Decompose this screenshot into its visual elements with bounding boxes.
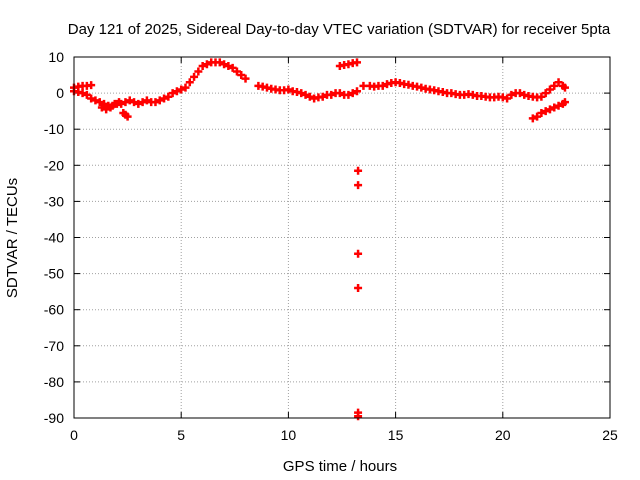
- data-point: [134, 99, 143, 108]
- data-point: [172, 87, 181, 96]
- data-point: [318, 92, 327, 101]
- data-point: [554, 101, 563, 110]
- data-point: [177, 85, 186, 94]
- data-point: [515, 89, 524, 98]
- data-point: [142, 96, 151, 105]
- data-point: [541, 89, 550, 98]
- chart-title: Day 121 of 2025, Sidereal Day-to-day VTE…: [68, 21, 611, 38]
- data-point: [168, 89, 177, 98]
- x-tick-label: 25: [602, 427, 618, 443]
- data-point: [91, 96, 100, 105]
- data-point: [202, 60, 211, 69]
- y-tick-label: -20: [44, 157, 64, 173]
- data-point: [123, 112, 132, 121]
- data-point: [232, 67, 241, 76]
- x-tick-label: 15: [388, 427, 404, 443]
- y-tick-label: -10: [44, 121, 64, 137]
- data-point: [78, 89, 87, 98]
- data-point: [297, 89, 306, 98]
- data-point: [190, 72, 199, 81]
- x-tick-label: 5: [177, 427, 185, 443]
- data-point: [284, 85, 293, 94]
- x-tick-label: 20: [495, 427, 511, 443]
- y-tick-label: -90: [44, 410, 64, 426]
- data-point: [241, 74, 250, 83]
- y-tick-label: 10: [48, 49, 64, 65]
- x-tick-label: 10: [281, 427, 297, 443]
- y-tick-label: -50: [44, 266, 64, 282]
- y-tick-label: 0: [56, 85, 64, 101]
- grid: [74, 57, 610, 418]
- tick-labels: 0 5 10 15 20 25 10 0 -10 -20 -30 -40 -50 -60 -70 -80 -90: [44, 49, 618, 443]
- y-tick-label: -40: [44, 230, 64, 246]
- data-point: [185, 78, 194, 87]
- data-point: [537, 108, 546, 117]
- data-point: [354, 181, 363, 190]
- data-point: [87, 94, 96, 103]
- y-axis-label: SDTVAR / TECUs: [4, 178, 21, 298]
- data-point: [110, 99, 119, 108]
- data-point: [353, 87, 362, 96]
- data-point: [554, 78, 563, 87]
- data-point: [181, 83, 190, 92]
- data-point: [228, 63, 237, 72]
- data-point: [545, 85, 554, 94]
- data-point: [220, 60, 229, 69]
- data-point: [507, 90, 516, 99]
- data-point: [335, 89, 344, 98]
- data-point: [537, 92, 546, 101]
- y-tick-label: -30: [44, 193, 64, 209]
- data-point: [97, 103, 106, 112]
- data-point: [198, 62, 207, 71]
- data-point: [215, 58, 224, 67]
- x-tick-label: 0: [70, 427, 78, 443]
- y-tick-label: -80: [44, 374, 64, 390]
- data-point: [224, 62, 233, 71]
- data-point: [528, 114, 537, 123]
- data-point: [354, 412, 363, 421]
- data-point: [301, 90, 310, 99]
- data-point: [378, 81, 387, 90]
- data-point: [194, 67, 203, 76]
- data-point: [130, 98, 139, 107]
- x-axis-label: GPS time / hours: [283, 458, 397, 475]
- data-point: [560, 83, 569, 92]
- data-point: [95, 98, 104, 107]
- data-point: [151, 98, 160, 107]
- data-point: [550, 103, 559, 112]
- data-series: [70, 58, 569, 421]
- data-point: [106, 103, 115, 112]
- data-point: [560, 98, 569, 107]
- data-point: [115, 98, 124, 107]
- data-point: [503, 94, 512, 103]
- data-point: [348, 89, 357, 98]
- y-tick-label: -70: [44, 338, 64, 354]
- data-point: [354, 249, 363, 258]
- data-point: [533, 112, 542, 121]
- plot-border: [73, 56, 611, 419]
- data-point: [102, 105, 111, 114]
- data-point: [160, 94, 169, 103]
- data-point: [125, 96, 134, 105]
- y-tick-label: -60: [44, 302, 64, 318]
- data-point: [138, 98, 147, 107]
- data-point: [354, 284, 363, 293]
- data-point: [354, 166, 363, 175]
- data-point: [545, 105, 554, 114]
- data-point: [541, 107, 550, 116]
- data-point: [353, 58, 362, 67]
- data-point: [305, 92, 314, 101]
- data-point: [82, 90, 91, 99]
- data-point: [327, 90, 336, 99]
- data-point: [237, 71, 246, 80]
- data-point: [164, 92, 173, 101]
- data-point: [87, 81, 96, 90]
- data-point: [155, 96, 164, 105]
- data-point: [344, 90, 353, 99]
- data-point: [550, 81, 559, 90]
